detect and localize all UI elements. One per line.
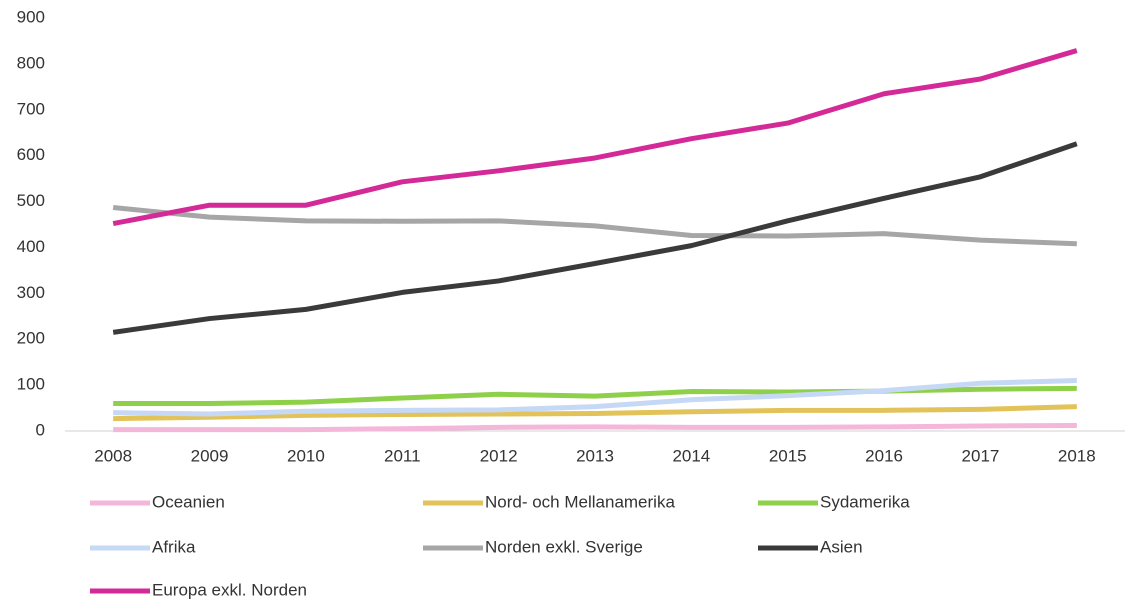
y-tick-label: 100 [17, 375, 45, 394]
series-line [113, 378, 1077, 417]
x-tick-label: 2008 [94, 446, 132, 465]
y-tick-label: 0 [36, 420, 45, 439]
x-tick-label: 2013 [576, 446, 614, 465]
legend-label: Afrika [152, 537, 196, 556]
x-tick-label: 2016 [865, 446, 903, 465]
y-tick-label: 800 [17, 53, 45, 72]
series-line [113, 404, 1077, 422]
x-tick-label: 2015 [769, 446, 807, 465]
legend-label: Asien [820, 537, 863, 556]
x-tick-label: 2009 [191, 446, 229, 465]
y-tick-label: 500 [17, 191, 45, 210]
y-tick-label: 700 [17, 99, 45, 118]
y-tick-label: 900 [17, 7, 45, 26]
legend-label: Oceanien [152, 492, 225, 511]
legend-label: Norden exkl. Sverige [485, 537, 643, 556]
y-tick-label: 400 [17, 237, 45, 256]
x-tick-label: 2017 [962, 446, 1000, 465]
y-tick-label: 300 [17, 283, 45, 302]
series-line [112, 141, 1078, 335]
series-line [112, 205, 1077, 247]
legend-label: Europa exkl. Norden [152, 580, 307, 599]
y-tick-label: 200 [17, 329, 45, 348]
x-tick-label: 2010 [287, 446, 325, 465]
series-line [113, 385, 1077, 406]
series-line [113, 422, 1077, 433]
legend-label: Nord- och Mellanamerika [485, 492, 675, 511]
x-tick-label: 2018 [1058, 446, 1096, 465]
legend-label: Sydamerika [820, 492, 910, 511]
x-tick-label: 2014 [672, 446, 710, 465]
series-line [112, 48, 1078, 227]
y-tick-label: 600 [17, 145, 45, 164]
x-tick-label: 2011 [384, 446, 421, 465]
x-tick-label: 2012 [480, 446, 518, 465]
